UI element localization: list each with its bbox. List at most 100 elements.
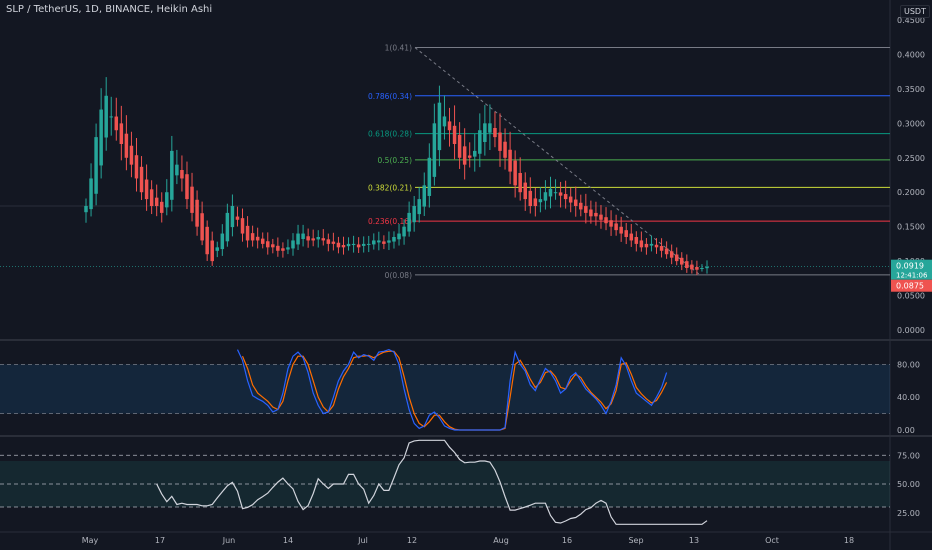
candle-body: [604, 217, 608, 224]
fib-level-label: 0.618(0.28): [368, 130, 412, 139]
candle-body: [271, 244, 275, 248]
candle-body: [170, 150, 174, 200]
candle-body: [478, 130, 482, 154]
candle-body: [195, 199, 199, 227]
candle-body: [493, 127, 497, 138]
candle-body: [306, 236, 310, 241]
candle-body: [331, 241, 336, 244]
time-axis-label: Aug: [493, 536, 509, 545]
candle-body: [346, 243, 351, 247]
candle-body: [659, 246, 664, 251]
candle-body: [624, 230, 628, 237]
candle-body: [240, 218, 245, 234]
rsi-tick-label: 50.00: [897, 480, 920, 489]
countdown-label: 12:41:06: [896, 272, 928, 280]
price-tick-label: 0.2500: [897, 154, 925, 163]
candle-body: [154, 197, 159, 206]
candle-body: [311, 238, 315, 241]
fib-level-label: 0.786(0.34): [368, 92, 412, 101]
candle-body: [619, 226, 623, 234]
candle-body: [513, 160, 517, 186]
candle-body: [165, 192, 169, 208]
candle-body: [250, 233, 255, 241]
candle-body: [457, 134, 462, 158]
candle-body: [573, 199, 578, 206]
candle-body: [568, 196, 573, 203]
candle-body: [89, 178, 93, 210]
candle-body: [301, 233, 305, 239]
candle-body: [538, 199, 543, 203]
candle-body: [533, 198, 538, 206]
candle-body: [230, 206, 235, 228]
stoch-band: [0, 364, 890, 414]
rsi-tick-label: 25.00: [897, 509, 920, 518]
candle-body: [321, 238, 326, 241]
candle-body: [341, 245, 346, 248]
candle-body: [99, 109, 103, 166]
last-price-label: 0.0919: [896, 262, 924, 271]
candle-body: [159, 201, 164, 213]
candle-body: [387, 240, 391, 243]
price-tick-label: 0.0500: [897, 292, 925, 301]
fib-level-label: 0(0.08): [385, 271, 412, 280]
price-tick-label: 0.4500: [897, 16, 925, 25]
candle-body: [674, 254, 679, 262]
candle-body: [548, 188, 553, 197]
low-price-badge: [891, 279, 932, 292]
candle-body: [372, 240, 376, 245]
rsi-tick-label: 75.00: [897, 451, 920, 460]
candle-body: [129, 145, 134, 165]
candle-body: [139, 166, 144, 193]
candle-body: [634, 237, 639, 244]
candle-body: [563, 194, 568, 200]
candle-body: [644, 243, 649, 248]
candle-body: [528, 190, 533, 206]
candle-body: [255, 236, 260, 241]
price-tick-label: 0.1500: [897, 223, 925, 232]
candle-body: [432, 123, 437, 177]
candle-body: [473, 150, 477, 157]
time-axis-label: 18: [844, 536, 854, 545]
candle-body: [609, 220, 613, 227]
currency-label[interactable]: USDT: [900, 5, 930, 18]
time-axis-label: 12: [407, 536, 417, 545]
candle-body: [185, 174, 189, 200]
stoch-d-line: [241, 350, 668, 431]
candle-body: [377, 240, 381, 243]
time-axis-label: Jul: [357, 536, 368, 545]
candle-body: [225, 212, 230, 242]
time-axis-label: Oct: [765, 536, 779, 545]
candle-body: [104, 95, 108, 138]
time-axis-label: 14: [283, 536, 293, 545]
candle-body: [685, 261, 689, 268]
low-price-label: 0.0875: [896, 282, 924, 291]
candle-body: [412, 206, 416, 223]
candle-body: [245, 225, 250, 241]
candle-body: [407, 212, 411, 232]
candle-body: [281, 248, 285, 251]
candle-body: [286, 247, 290, 250]
candle-body: [220, 233, 225, 250]
candle-body: [589, 209, 593, 217]
candle-body: [382, 241, 386, 244]
fib-level-label: 0.382(0.21): [368, 183, 412, 192]
candle-body: [316, 237, 320, 240]
candle-body: [84, 206, 88, 213]
candle-body: [356, 244, 361, 248]
candle-body: [361, 243, 366, 246]
candle-body: [579, 202, 583, 210]
time-axis-label: 17: [155, 536, 165, 545]
candle-body: [392, 237, 396, 242]
time-axis-label: 16: [562, 536, 572, 545]
candle-body: [452, 125, 457, 144]
candle-body: [114, 116, 119, 131]
candle-body: [94, 137, 98, 194]
candle-body: [669, 251, 674, 258]
candle-body: [235, 216, 240, 220]
candle-body: [700, 268, 704, 269]
chart-title: SLP / TetherUS, 1D, BINANCE, Heikin Ashi: [6, 4, 213, 15]
price-tick-label: 0.4000: [897, 50, 925, 59]
candle-body: [518, 172, 522, 193]
candle-body: [417, 199, 421, 215]
